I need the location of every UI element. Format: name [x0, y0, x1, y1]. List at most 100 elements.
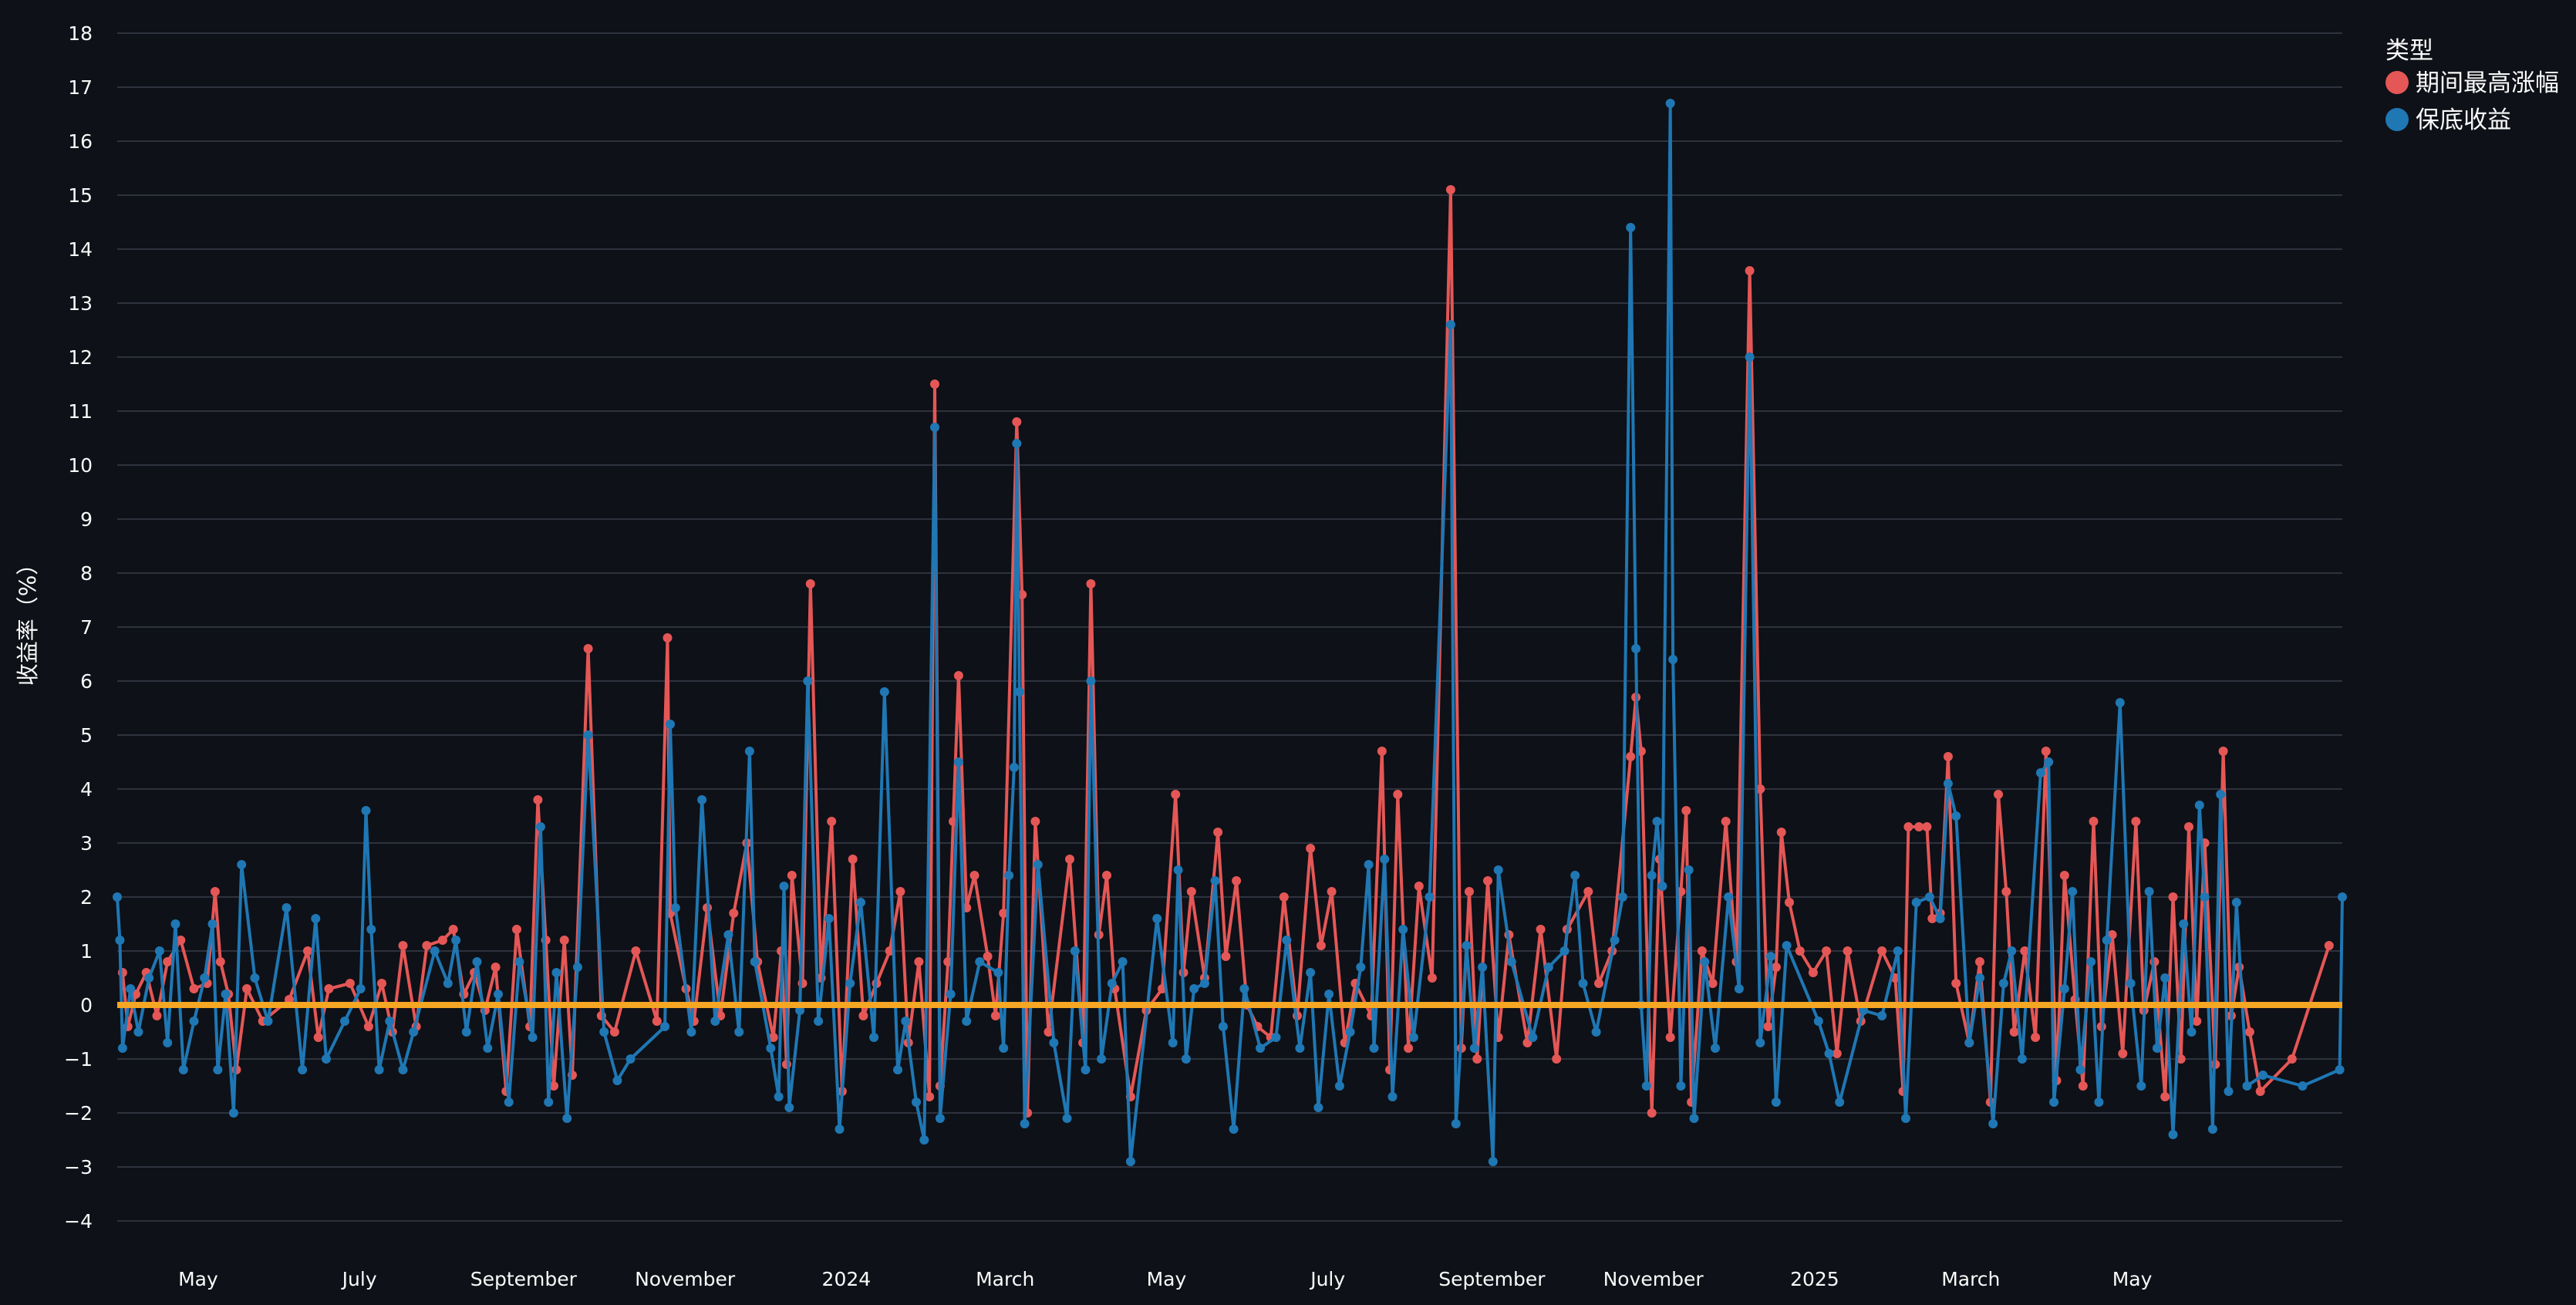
data-point[interactable] — [1901, 1114, 1910, 1123]
data-point[interactable] — [999, 909, 1009, 918]
data-point[interactable] — [1583, 887, 1593, 896]
data-point[interactable] — [1102, 871, 1111, 880]
data-point[interactable] — [1943, 779, 1953, 788]
data-point[interactable] — [1877, 1011, 1887, 1020]
data-point[interactable] — [1536, 925, 1546, 934]
data-point[interactable] — [814, 1017, 824, 1026]
data-point[interactable] — [1279, 892, 1289, 902]
data-point[interactable] — [787, 871, 797, 880]
data-point[interactable] — [2200, 892, 2210, 902]
data-point[interactable] — [663, 633, 673, 642]
data-point[interactable] — [1591, 1027, 1601, 1037]
data-point[interactable] — [925, 1092, 935, 1101]
data-point[interactable] — [835, 1125, 845, 1134]
data-point[interactable] — [1647, 1108, 1657, 1118]
data-point[interactable] — [1327, 887, 1337, 896]
data-point[interactable] — [824, 914, 834, 923]
data-point[interactable] — [345, 979, 355, 988]
data-point[interactable] — [1835, 1098, 1845, 1107]
data-point[interactable] — [1014, 687, 1024, 696]
data-point[interactable] — [1626, 223, 1636, 232]
data-point[interactable] — [2031, 1033, 2041, 1042]
data-point[interactable] — [1681, 806, 1691, 815]
data-point[interactable] — [437, 936, 447, 945]
data-point[interactable] — [609, 1027, 619, 1037]
data-point[interactable] — [1763, 1022, 1773, 1031]
data-point[interactable] — [1975, 973, 1984, 983]
data-point[interactable] — [1186, 887, 1196, 896]
data-point[interactable] — [178, 1065, 188, 1074]
data-point[interactable] — [117, 1044, 127, 1053]
data-point[interactable] — [1771, 1098, 1781, 1107]
data-point[interactable] — [962, 1017, 972, 1026]
data-point[interactable] — [930, 423, 939, 432]
data-point[interactable] — [1020, 1119, 1030, 1128]
data-point[interactable] — [1776, 828, 1786, 837]
data-point[interactable] — [1610, 936, 1620, 945]
data-point[interactable] — [1012, 417, 1022, 427]
data-point[interactable] — [544, 1098, 554, 1107]
data-point[interactable] — [1364, 860, 1374, 869]
data-point[interactable] — [1210, 876, 1220, 885]
data-point[interactable] — [448, 925, 458, 934]
data-point[interactable] — [551, 968, 561, 977]
data-point[interactable] — [2192, 1017, 2202, 1026]
data-point[interactable] — [2078, 1081, 2088, 1091]
data-point[interactable] — [1822, 946, 1832, 956]
data-point[interactable] — [1221, 952, 1231, 961]
legend-item[interactable]: 保底收益 — [2385, 106, 2511, 134]
data-point[interactable] — [152, 1011, 162, 1020]
data-point[interactable] — [723, 930, 733, 939]
data-point[interactable] — [133, 1027, 143, 1037]
data-point[interactable] — [189, 1017, 199, 1026]
data-point[interactable] — [1813, 1017, 1823, 1026]
data-point[interactable] — [1665, 99, 1675, 108]
data-point[interactable] — [2068, 887, 2078, 896]
data-point[interactable] — [1594, 979, 1603, 988]
data-point[interactable] — [2059, 984, 2069, 993]
data-point[interactable] — [803, 676, 813, 686]
data-point[interactable] — [2160, 973, 2170, 983]
data-point[interactable] — [1641, 1081, 1651, 1091]
data-point[interactable] — [2255, 1087, 2265, 1096]
data-point[interactable] — [2094, 1098, 2104, 1107]
data-point[interactable] — [1118, 957, 1128, 966]
data-point[interactable] — [1445, 320, 1455, 329]
data-point[interactable] — [2338, 892, 2347, 902]
data-point[interactable] — [768, 1033, 778, 1042]
data-point[interactable] — [2184, 822, 2193, 831]
data-point[interactable] — [895, 887, 905, 896]
data-point[interactable] — [2231, 898, 2241, 907]
data-point[interactable] — [599, 1027, 609, 1037]
data-point[interactable] — [1472, 1054, 1482, 1064]
data-point[interactable] — [1229, 1125, 1239, 1134]
data-point[interactable] — [1903, 822, 1913, 831]
data-point[interactable] — [2102, 936, 2112, 945]
data-point[interactable] — [303, 946, 312, 956]
data-point[interactable] — [1766, 952, 1775, 961]
data-point[interactable] — [1755, 1038, 1765, 1047]
data-point[interactable] — [660, 1022, 670, 1031]
data-point[interactable] — [1478, 963, 1488, 972]
data-point[interactable] — [631, 946, 641, 956]
data-point[interactable] — [1697, 946, 1707, 956]
data-point[interactable] — [1626, 752, 1636, 761]
data-point[interactable] — [1755, 784, 1765, 794]
data-point[interactable] — [2136, 1081, 2146, 1091]
data-point[interactable] — [363, 1022, 373, 1031]
data-point[interactable] — [430, 946, 440, 956]
data-point[interactable] — [2131, 817, 2141, 826]
data-point[interactable] — [144, 973, 154, 983]
data-point[interactable] — [845, 979, 855, 988]
data-point[interactable] — [2324, 941, 2334, 950]
data-point[interactable] — [2089, 817, 2099, 826]
data-point[interactable] — [1465, 887, 1474, 896]
data-point[interactable] — [1181, 1054, 1191, 1064]
data-point[interactable] — [1356, 963, 1366, 972]
data-point[interactable] — [1782, 941, 1792, 950]
data-point[interactable] — [2001, 887, 2011, 896]
data-point[interactable] — [472, 957, 482, 966]
data-point[interactable] — [930, 379, 939, 389]
data-point[interactable] — [1631, 644, 1641, 653]
data-point[interactable] — [409, 1027, 419, 1037]
